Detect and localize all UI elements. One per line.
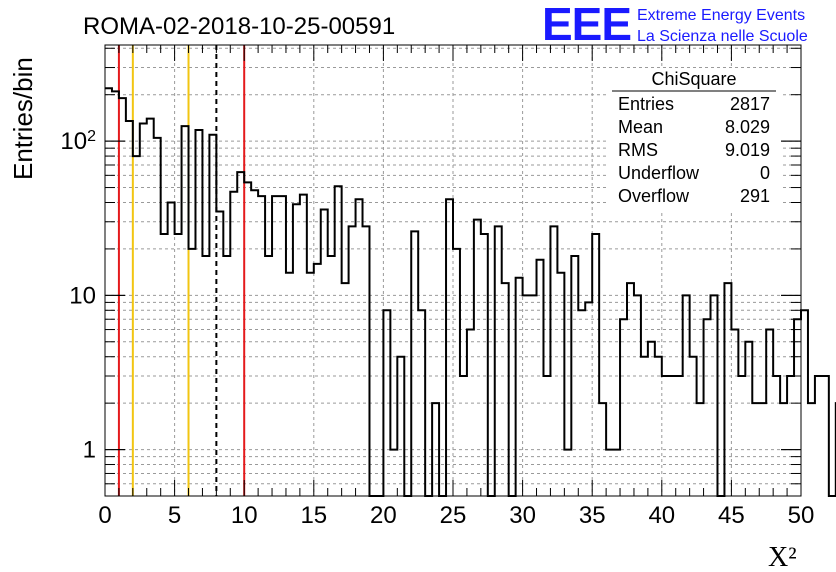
x-tick-label: 45 xyxy=(718,502,745,529)
stat-value-rms: 9.019 xyxy=(725,140,770,160)
grid-lines xyxy=(105,45,801,496)
x-tick-label: 30 xyxy=(509,502,536,529)
x-tick-label: 50 xyxy=(788,502,815,529)
histogram-line xyxy=(105,87,836,497)
x-tick-labels: 0 5 10 15 20 25 30 35 40 45 50 xyxy=(98,502,814,529)
x-tick-label: 35 xyxy=(579,502,606,529)
stat-label-mean: Mean xyxy=(618,117,663,137)
x-tick-label: 5 xyxy=(168,502,181,529)
stats-box: ChiSquare Entries 2817 Mean 8.029 RMS 9.… xyxy=(608,68,780,210)
stat-label-entries: Entries xyxy=(618,94,674,114)
logo-line-1: Extreme Energy Events xyxy=(637,7,805,24)
stat-value-underflow: 0 xyxy=(760,163,770,183)
eee-logo-mark: EEE xyxy=(542,0,631,50)
x-tick-label: 15 xyxy=(300,502,327,529)
stat-value-entries: 2817 xyxy=(730,94,770,114)
y-axis-label: Entries/bin xyxy=(8,57,38,180)
y-tick-label: 10 xyxy=(69,282,96,309)
x-tick-label: 40 xyxy=(648,502,675,529)
x-tick-label: 0 xyxy=(98,502,111,529)
reference-lines xyxy=(117,45,246,496)
logo-line-2: La Scienza nelle Scuole xyxy=(637,28,808,45)
axes xyxy=(104,44,802,497)
stats-title: ChiSquare xyxy=(651,69,736,89)
x-tick-label: 20 xyxy=(370,502,397,529)
x-axis-label: X² xyxy=(768,542,797,572)
stat-label-overflow: Overflow xyxy=(618,186,690,206)
y-tick-label: 102 xyxy=(60,128,96,156)
y-tick-label: 1 xyxy=(83,437,96,464)
chart-title: ROMA-02-2018-10-25-00591 xyxy=(83,13,395,40)
stat-value-mean: 8.029 xyxy=(725,117,770,137)
x-tick-label: 10 xyxy=(231,502,258,529)
y-tick-labels: 1 10 102 xyxy=(60,128,96,464)
stat-label-underflow: Underflow xyxy=(618,163,700,183)
stat-value-overflow: 291 xyxy=(740,186,770,206)
histogram-series xyxy=(105,87,836,497)
stat-label-rms: RMS xyxy=(618,140,658,160)
eee-logo: EEE Extreme Energy Events La Scienza nel… xyxy=(542,0,808,50)
x-tick-label: 25 xyxy=(440,502,467,529)
